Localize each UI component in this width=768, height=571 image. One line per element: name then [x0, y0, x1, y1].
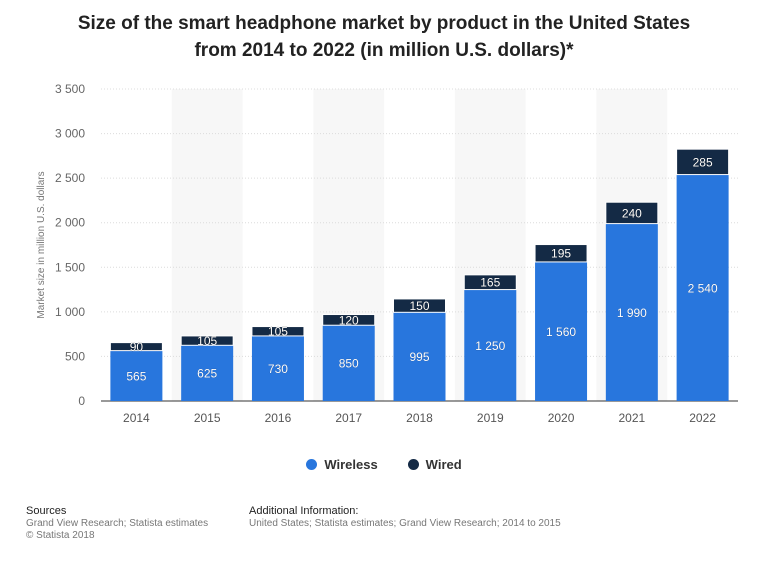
- y-tick-label: 1 000: [55, 305, 85, 319]
- additional-info-block: Additional Information: United States; S…: [249, 505, 561, 530]
- data-label-wired: 195: [551, 247, 571, 261]
- chart-title-line-2: from 2014 to 2022 (in million U.S. dolla…: [194, 40, 574, 61]
- y-tick-label: 2 500: [55, 171, 85, 185]
- x-tick-label: 2022: [689, 411, 716, 425]
- bar-wireless-2019: [464, 289, 517, 401]
- legend-dot-wired: [407, 459, 419, 470]
- sources-heading: Sources: [26, 505, 67, 517]
- y-tick-label: 500: [65, 349, 85, 363]
- data-label-wireless: 730: [268, 362, 288, 376]
- bar-wired-2017: [322, 314, 376, 326]
- legend-item-wireless[interactable]: Wireless: [306, 457, 378, 472]
- bar-wireless-2014: [110, 350, 163, 401]
- legend-dot-wireless: [306, 459, 318, 470]
- bar-wireless-2015: [181, 345, 234, 401]
- y-tick-label: 3 000: [55, 127, 85, 141]
- bar-wired-2019: [463, 274, 517, 291]
- x-tick-label: 2020: [548, 411, 575, 425]
- legend-label-wireless: Wireless: [324, 457, 378, 472]
- legend-item-wired[interactable]: Wired: [407, 457, 462, 472]
- y-tick-label: 1 500: [55, 260, 85, 274]
- bar-wired-2014: [109, 342, 163, 352]
- y-tick-label: 3 500: [55, 82, 85, 96]
- data-label-wired: 90: [130, 340, 144, 354]
- chart-title: Size of the smart headphone market by pr…: [20, 10, 748, 64]
- y-axis-label: Market size in million U.S. dollars: [36, 171, 47, 318]
- data-label-wireless: 1 990: [617, 306, 647, 320]
- bar-wireless-2017: [322, 325, 375, 401]
- data-label-wired: 285: [693, 155, 713, 169]
- bar-wired-2018: [393, 298, 446, 313]
- data-label-wireless: 625: [197, 367, 217, 381]
- data-label-wireless: 1 250: [475, 339, 505, 353]
- x-tick-label: 2017: [335, 411, 362, 425]
- data-label-wired: 150: [409, 299, 429, 313]
- sources-line: Grand View Research; Statista estimates: [26, 518, 209, 529]
- data-label-wired: 105: [197, 334, 217, 348]
- legend-label-wired: Wired: [425, 457, 462, 472]
- data-label-wireless: 565: [126, 369, 146, 383]
- bar-wireless-2018: [393, 312, 446, 401]
- additional-info-line: United States; Statista estimates; Grand…: [249, 518, 561, 529]
- bar-wired-2015: [180, 335, 234, 346]
- chart-title-line-1: Size of the smart headphone market by pr…: [77, 13, 691, 34]
- bar-wireless-2016: [251, 335, 304, 401]
- bar-wired-2016: [251, 326, 305, 337]
- data-label-wireless: 995: [409, 350, 429, 364]
- x-tick-label: 2018: [406, 411, 433, 425]
- bar-wired-2021: [605, 201, 659, 225]
- copyright-line: © Statista 2018: [26, 530, 95, 541]
- x-tick-label: 2015: [194, 411, 221, 425]
- y-tick-label: 2 000: [55, 216, 85, 230]
- bar-chart: 0 500 1 000 1 500 2 000 2 500 3 000 3 500 Market…: [36, 82, 738, 425]
- y-tick-label: 0: [78, 394, 85, 408]
- data-label-wired: 240: [622, 206, 642, 220]
- bar-wired-2022: [676, 148, 730, 176]
- sources-block: Sources Grand View Research; Statista es…: [26, 505, 208, 542]
- data-label-wireless: 2 540: [688, 281, 718, 295]
- data-label-wireless: 850: [339, 357, 359, 371]
- bar-wireless-2020: [535, 261, 588, 401]
- data-label-wired: 120: [339, 313, 359, 327]
- chart-legend: Wireless Wired: [0, 457, 768, 472]
- bar-wired-2020: [534, 244, 588, 263]
- bar-wireless-2021: [605, 223, 658, 401]
- data-label-wireless: 1 560: [546, 325, 576, 339]
- additional-info-heading: Additional Information:: [249, 505, 359, 517]
- data-label-wired: 105: [268, 325, 288, 339]
- x-tick-label: 2014: [123, 411, 150, 425]
- data-label-wired: 165: [480, 276, 500, 290]
- x-tick-label: 2016: [265, 411, 292, 425]
- x-tick-label: 2021: [618, 411, 645, 425]
- x-tick-label: 2019: [477, 411, 504, 425]
- bar-wireless-2022: [676, 174, 729, 401]
